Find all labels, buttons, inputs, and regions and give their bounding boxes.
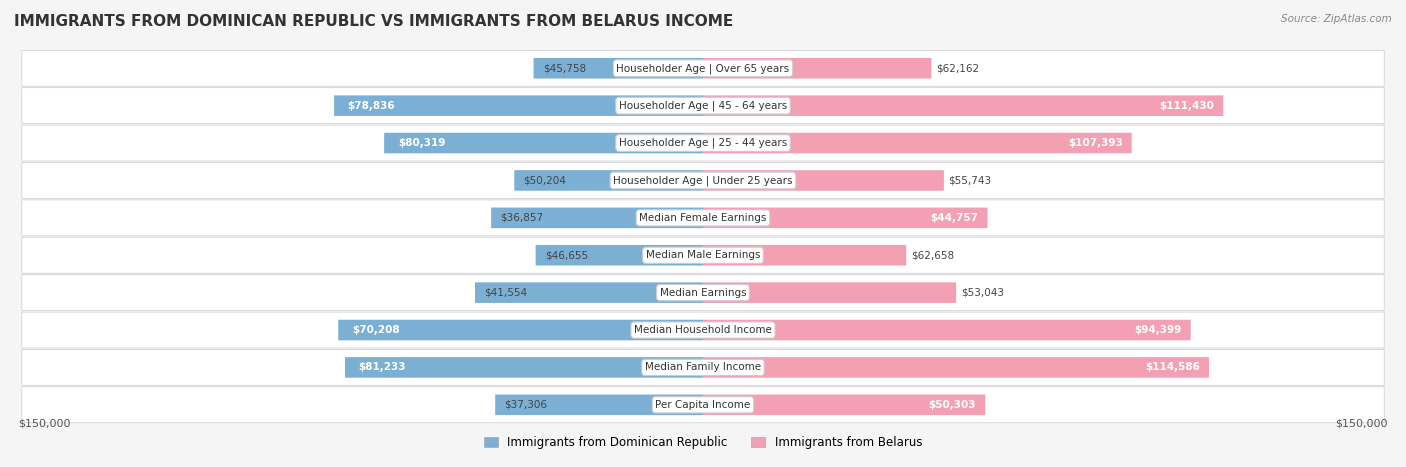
Text: $80,319: $80,319 — [398, 138, 446, 148]
Text: $53,043: $53,043 — [960, 288, 1004, 297]
FancyBboxPatch shape — [339, 320, 703, 340]
FancyBboxPatch shape — [703, 283, 956, 303]
Text: $111,430: $111,430 — [1160, 101, 1215, 111]
FancyBboxPatch shape — [22, 349, 1384, 385]
FancyBboxPatch shape — [703, 133, 1132, 153]
Text: $41,554: $41,554 — [484, 288, 527, 297]
FancyBboxPatch shape — [344, 357, 703, 378]
FancyBboxPatch shape — [22, 200, 1384, 236]
FancyBboxPatch shape — [703, 170, 943, 191]
Text: $78,836: $78,836 — [347, 101, 395, 111]
Text: Householder Age | 45 - 64 years: Householder Age | 45 - 64 years — [619, 100, 787, 111]
Text: $62,658: $62,658 — [911, 250, 953, 260]
Text: $70,208: $70,208 — [352, 325, 399, 335]
Text: $150,000: $150,000 — [18, 418, 70, 428]
FancyBboxPatch shape — [703, 95, 1223, 116]
FancyBboxPatch shape — [22, 50, 1384, 86]
Text: $45,758: $45,758 — [543, 63, 586, 73]
FancyBboxPatch shape — [335, 95, 703, 116]
Text: $55,743: $55,743 — [949, 176, 991, 185]
FancyBboxPatch shape — [703, 357, 1209, 378]
FancyBboxPatch shape — [703, 245, 907, 266]
Text: Householder Age | Over 65 years: Householder Age | Over 65 years — [616, 63, 790, 73]
FancyBboxPatch shape — [22, 88, 1384, 124]
FancyBboxPatch shape — [703, 207, 987, 228]
Text: $50,303: $50,303 — [929, 400, 976, 410]
Text: $37,306: $37,306 — [505, 400, 547, 410]
Text: IMMIGRANTS FROM DOMINICAN REPUBLIC VS IMMIGRANTS FROM BELARUS INCOME: IMMIGRANTS FROM DOMINICAN REPUBLIC VS IM… — [14, 14, 734, 29]
FancyBboxPatch shape — [495, 395, 703, 415]
Text: Householder Age | Under 25 years: Householder Age | Under 25 years — [613, 175, 793, 186]
FancyBboxPatch shape — [703, 320, 1191, 340]
Text: $150,000: $150,000 — [1336, 418, 1388, 428]
FancyBboxPatch shape — [384, 133, 703, 153]
FancyBboxPatch shape — [22, 125, 1384, 161]
Text: Median Family Income: Median Family Income — [645, 362, 761, 372]
FancyBboxPatch shape — [22, 312, 1384, 348]
Legend: Immigrants from Dominican Republic, Immigrants from Belarus: Immigrants from Dominican Republic, Immi… — [479, 432, 927, 454]
FancyBboxPatch shape — [491, 207, 703, 228]
Text: $50,204: $50,204 — [523, 176, 567, 185]
FancyBboxPatch shape — [22, 275, 1384, 311]
Text: $81,233: $81,233 — [359, 362, 406, 372]
Text: $114,586: $114,586 — [1144, 362, 1199, 372]
FancyBboxPatch shape — [536, 245, 703, 266]
Text: $36,857: $36,857 — [501, 213, 543, 223]
FancyBboxPatch shape — [22, 163, 1384, 198]
Text: $107,393: $107,393 — [1069, 138, 1122, 148]
FancyBboxPatch shape — [703, 395, 986, 415]
FancyBboxPatch shape — [22, 387, 1384, 423]
Text: $62,162: $62,162 — [936, 63, 979, 73]
Text: Median Male Earnings: Median Male Earnings — [645, 250, 761, 260]
Text: Median Female Earnings: Median Female Earnings — [640, 213, 766, 223]
Text: Householder Age | 25 - 44 years: Householder Age | 25 - 44 years — [619, 138, 787, 149]
FancyBboxPatch shape — [515, 170, 703, 191]
Text: Median Household Income: Median Household Income — [634, 325, 772, 335]
FancyBboxPatch shape — [534, 58, 703, 78]
FancyBboxPatch shape — [703, 58, 931, 78]
Text: Per Capita Income: Per Capita Income — [655, 400, 751, 410]
FancyBboxPatch shape — [475, 283, 703, 303]
Text: Median Earnings: Median Earnings — [659, 288, 747, 297]
Text: Source: ZipAtlas.com: Source: ZipAtlas.com — [1281, 14, 1392, 24]
FancyBboxPatch shape — [22, 237, 1384, 273]
Text: $94,399: $94,399 — [1135, 325, 1181, 335]
Text: $46,655: $46,655 — [544, 250, 588, 260]
Text: $44,757: $44,757 — [931, 213, 979, 223]
